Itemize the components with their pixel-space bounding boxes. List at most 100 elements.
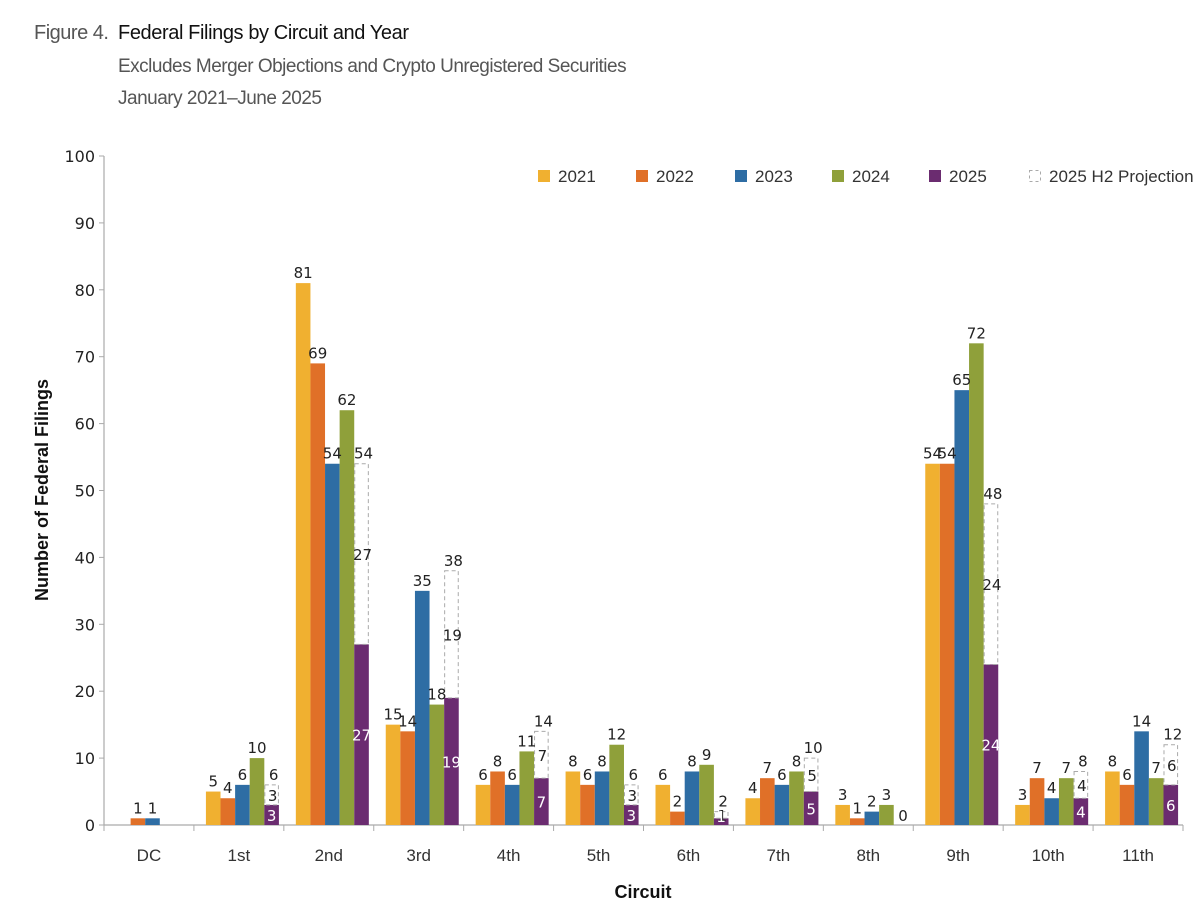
value-label-projection-total: 6 xyxy=(269,766,279,784)
y-tick-label: 70 xyxy=(75,348,95,367)
legend-label: 2025 xyxy=(949,167,987,186)
y-axis-title: Number of Federal Filings xyxy=(32,379,52,601)
bar-2024 xyxy=(339,410,355,825)
x-tick-label: 1st xyxy=(228,846,251,865)
value-label-2021: 3 xyxy=(1018,786,1028,804)
value-label-2024: 62 xyxy=(337,391,356,409)
bar-2023 xyxy=(684,771,700,825)
bar-2024 xyxy=(789,771,804,825)
value-label-projection-h2: 19 xyxy=(443,626,462,644)
x-tick-label: 5th xyxy=(587,846,611,865)
bar-2022 xyxy=(130,818,146,825)
bar-2025 xyxy=(1073,798,1089,825)
bar-2021 xyxy=(385,724,401,825)
bar-2022 xyxy=(849,818,865,825)
bar-2021 xyxy=(1105,771,1120,825)
bar-2022 xyxy=(1119,784,1135,825)
x-tick-label: 7th xyxy=(767,846,791,865)
bar-2025 xyxy=(534,778,549,825)
value-label-2022: 69 xyxy=(308,344,327,362)
bar-2024 xyxy=(1148,778,1164,825)
bar-projection xyxy=(623,784,639,806)
value-label-2024: 7 xyxy=(1061,759,1071,777)
value-label-2025: 0 xyxy=(898,807,908,825)
value-label-2024: 11 xyxy=(517,732,536,750)
value-label-projection-total: 54 xyxy=(354,445,373,463)
value-label-2023: 4 xyxy=(1047,779,1057,797)
bar-2021 xyxy=(295,283,311,825)
x-tick-label: 10th xyxy=(1032,846,1065,865)
legend-swatch-2023 xyxy=(735,170,747,182)
bar-2022 xyxy=(939,463,955,825)
value-label-projection-total: 10 xyxy=(804,739,823,757)
x-tick-label: DC xyxy=(137,846,162,865)
legend-swatch-2024 xyxy=(832,170,844,182)
value-label-projection-h2: 6 xyxy=(1167,757,1177,775)
bar-2024 xyxy=(519,751,535,825)
value-label-projection-total: 48 xyxy=(983,485,1002,503)
bar-projection xyxy=(264,784,279,806)
value-label-2023: 6 xyxy=(238,766,248,784)
y-tick-label: 50 xyxy=(75,482,95,501)
bar-2023 xyxy=(414,590,430,825)
bar-2022 xyxy=(490,771,505,825)
value-label-2023: 2 xyxy=(867,793,877,811)
value-label-2025: 4 xyxy=(1076,804,1086,822)
legend-label: 2023 xyxy=(755,167,793,186)
value-label-2021: 8 xyxy=(568,752,578,770)
legend-swatch-2021 xyxy=(538,170,550,182)
value-label-projection-h2: 27 xyxy=(353,546,372,564)
value-label-2023: 6 xyxy=(777,766,787,784)
x-tick-label: 9th xyxy=(946,846,970,865)
value-label-2022: 7 xyxy=(1032,759,1042,777)
legend: 2021 2022 2023 2024 2025 2025 H2 Projection xyxy=(538,167,1194,186)
bar-2024 xyxy=(699,764,714,825)
value-label-2025: 27 xyxy=(352,727,371,745)
bar-2025 xyxy=(354,644,369,825)
bar-2025 xyxy=(623,804,639,825)
bar-projection xyxy=(803,757,819,793)
y-tick-label: 30 xyxy=(75,615,95,634)
figure-title: Federal Filings by Circuit and Year xyxy=(118,22,409,44)
legend-swatch-projection xyxy=(1029,170,1041,182)
value-label-2024: 7 xyxy=(1151,759,1161,777)
bar-2023 xyxy=(1134,731,1149,825)
value-label-2025: 1 xyxy=(716,808,726,826)
bar-2021 xyxy=(475,784,491,825)
value-label-projection-h2: 4 xyxy=(1077,777,1087,795)
value-label-projection-h2: 7 xyxy=(538,747,548,765)
x-tick-label: 3rd xyxy=(406,846,431,865)
bar-2025 xyxy=(444,697,459,825)
value-label-2022: 4 xyxy=(223,779,233,797)
x-tick-label: 8th xyxy=(856,846,880,865)
bar-2025 xyxy=(1163,784,1179,825)
value-label-2021: 8 xyxy=(1108,752,1118,770)
value-label-2025: 3 xyxy=(267,807,277,825)
bar-2025 xyxy=(713,818,729,825)
legend-label: 2022 xyxy=(656,167,694,186)
value-label-2022: 8 xyxy=(493,752,503,770)
legend-label: 2025 H2 Projection xyxy=(1049,167,1194,186)
value-label-2025: 24 xyxy=(981,737,1000,755)
value-labels: 1 15 4610633816954625427271514351838191968… xyxy=(133,264,1182,826)
value-label-2023: 8 xyxy=(597,752,607,770)
y-tick-label: 80 xyxy=(75,281,95,300)
value-label-2023: 65 xyxy=(952,371,971,389)
value-label-projection-total: 14 xyxy=(534,712,553,730)
bar-2022 xyxy=(760,778,775,825)
value-label-2022: 1 xyxy=(852,799,862,817)
value-label-2024: 3 xyxy=(882,786,892,804)
value-label-2025: 19 xyxy=(442,753,461,771)
bar-projection xyxy=(713,811,729,819)
legend-swatch-2025 xyxy=(929,170,941,182)
bar-2023 xyxy=(145,818,160,825)
value-label-2021: 6 xyxy=(478,766,488,784)
bar-2024 xyxy=(429,704,445,825)
value-label-2022: 14 xyxy=(398,712,417,730)
bar-2025 xyxy=(264,804,279,825)
bar-2021 xyxy=(1015,804,1030,825)
bar-2023 xyxy=(504,784,520,825)
value-label-2024: 9 xyxy=(702,746,712,764)
